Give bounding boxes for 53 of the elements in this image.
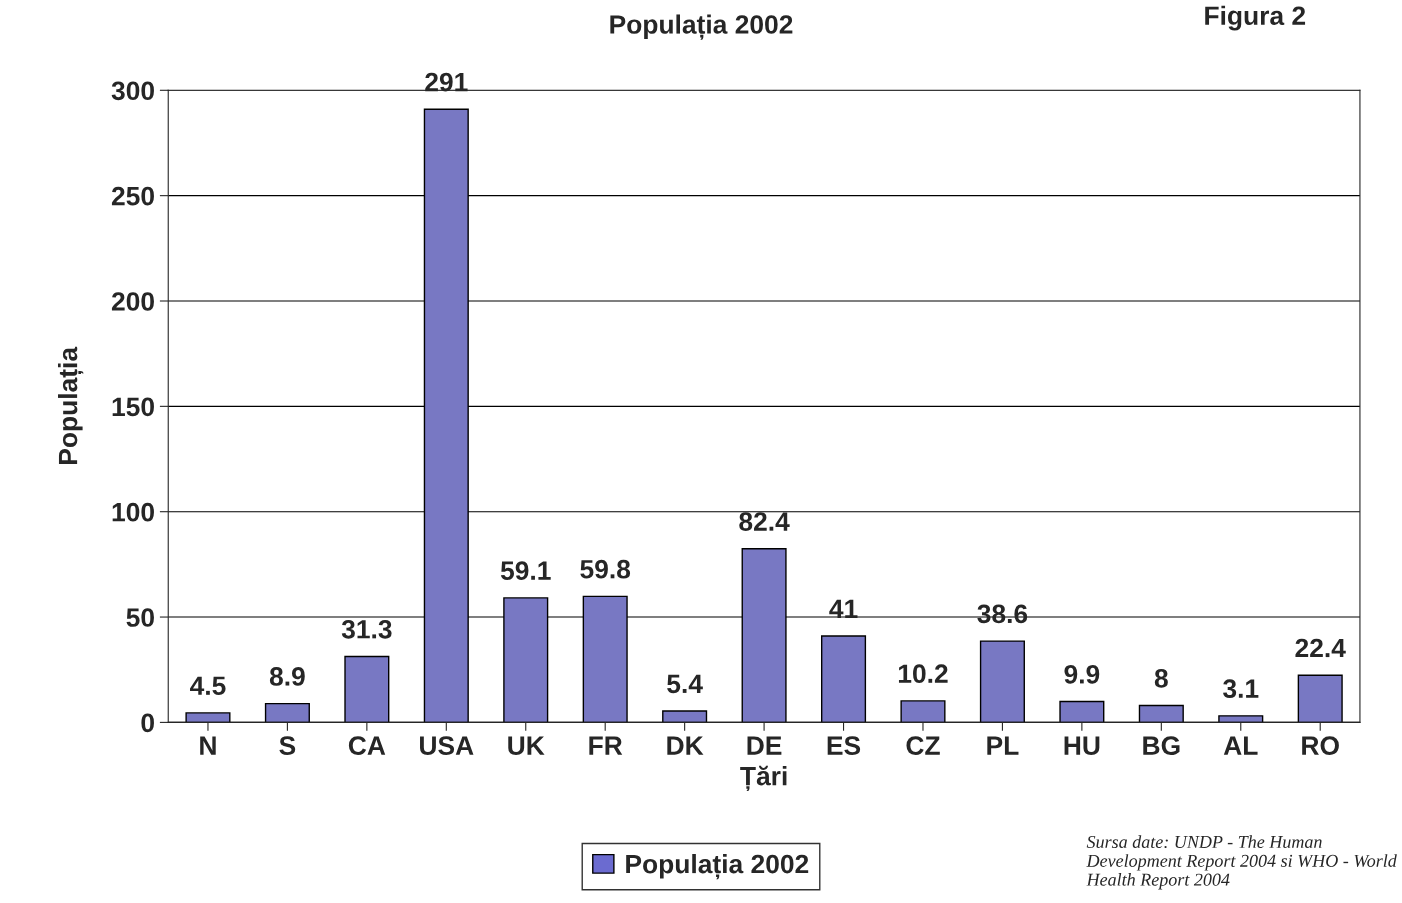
y-tick-label: 100 (112, 502, 154, 522)
bar (1297, 674, 1343, 723)
x-tick-label: ES (827, 736, 861, 755)
data-label: 59.1 (500, 561, 551, 581)
x-tick-label: PL (987, 736, 1019, 755)
y-tick-label: 300 (111, 81, 154, 101)
x-tick-label: RO (1302, 736, 1339, 755)
data-label: 9.9 (1064, 665, 1100, 684)
x-tick-label: HU (1064, 736, 1100, 755)
data-label: 8 (1154, 669, 1168, 688)
bar (662, 710, 708, 723)
bar (979, 640, 1025, 723)
y-tick-label: 200 (111, 292, 154, 311)
x-tick-label: CA (348, 736, 386, 755)
bar (1059, 700, 1105, 723)
x-tick-label: DK (667, 736, 704, 755)
x-tick-label: UK (508, 736, 545, 755)
bar (344, 655, 390, 723)
y-tick-label: 0 (141, 713, 154, 733)
text: Sursa date: UNDP - The Human Development Report 2004 si WHO - World Health Report 2004 (1086, 835, 1397, 890)
x-tick-label: AL (1223, 736, 1258, 755)
data-label: 3.1 (1223, 679, 1259, 699)
x-tick-label: CZ (906, 736, 940, 755)
bar (1138, 704, 1184, 723)
data-label: 8.9 (269, 667, 305, 686)
y-axis-title: Populația (57, 346, 84, 464)
x-tick-label: USA (420, 736, 474, 755)
data-label: 82.4 (739, 512, 790, 531)
data-label: 4.5 (190, 676, 226, 696)
y-tick-label: 250 (111, 186, 154, 206)
chart-title: Populația 2002 (610, 14, 793, 40)
data-label: 31.3 (341, 619, 392, 639)
x-tick-label: FR (589, 736, 623, 755)
data-label: 10.2 (898, 664, 948, 684)
bar (1218, 715, 1264, 723)
x-tick-label: S (279, 736, 296, 755)
data-label: 22.4 (1295, 638, 1346, 658)
bar (264, 702, 310, 723)
bar (900, 700, 946, 723)
bar (185, 712, 231, 723)
y-tick-label: 50 (126, 608, 154, 627)
data-label: 291 (425, 72, 468, 92)
x-tick-label: DE (747, 736, 782, 755)
legend-label: Populația 2002 (626, 854, 809, 880)
x-tick-label: N (200, 736, 216, 755)
x-tick-label: BG (1143, 736, 1180, 755)
data-label: 41 (829, 599, 858, 618)
y-tick-label: 150 (112, 397, 154, 417)
text: Figura 2 (1205, 5, 1306, 31)
x-axis-title: Țări (740, 765, 787, 792)
bar (820, 635, 867, 723)
data-label: 59.8 (580, 559, 631, 579)
data-label: 5.4 (667, 674, 703, 694)
